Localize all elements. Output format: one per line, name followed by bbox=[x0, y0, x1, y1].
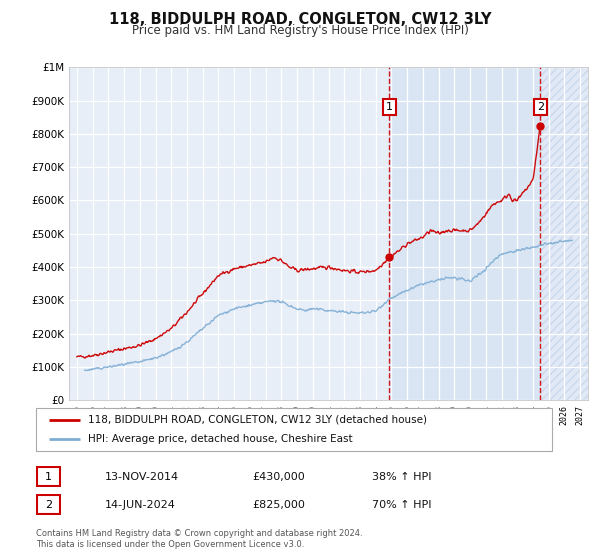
Bar bbox=[389, 67, 540, 400]
Text: 1: 1 bbox=[45, 472, 52, 482]
Bar bbox=[540, 67, 588, 400]
Text: 38% ↑ HPI: 38% ↑ HPI bbox=[372, 472, 431, 482]
Text: 14-JUN-2024: 14-JUN-2024 bbox=[105, 500, 176, 510]
Text: 118, BIDDULPH ROAD, CONGLETON, CW12 3LY (detached house): 118, BIDDULPH ROAD, CONGLETON, CW12 3LY … bbox=[88, 415, 427, 424]
Text: 1: 1 bbox=[386, 102, 393, 112]
Text: HPI: Average price, detached house, Cheshire East: HPI: Average price, detached house, Ches… bbox=[88, 435, 352, 444]
Text: £430,000: £430,000 bbox=[252, 472, 305, 482]
Text: 118, BIDDULPH ROAD, CONGLETON, CW12 3LY: 118, BIDDULPH ROAD, CONGLETON, CW12 3LY bbox=[109, 12, 491, 27]
Text: Contains HM Land Registry data © Crown copyright and database right 2024.
This d: Contains HM Land Registry data © Crown c… bbox=[36, 529, 362, 549]
Text: Price paid vs. HM Land Registry's House Price Index (HPI): Price paid vs. HM Land Registry's House … bbox=[131, 24, 469, 37]
Text: 70% ↑ HPI: 70% ↑ HPI bbox=[372, 500, 431, 510]
Text: 13-NOV-2014: 13-NOV-2014 bbox=[105, 472, 179, 482]
Text: £825,000: £825,000 bbox=[252, 500, 305, 510]
Text: 2: 2 bbox=[536, 102, 544, 112]
Text: 2: 2 bbox=[45, 500, 52, 510]
Bar bbox=[540, 67, 588, 400]
